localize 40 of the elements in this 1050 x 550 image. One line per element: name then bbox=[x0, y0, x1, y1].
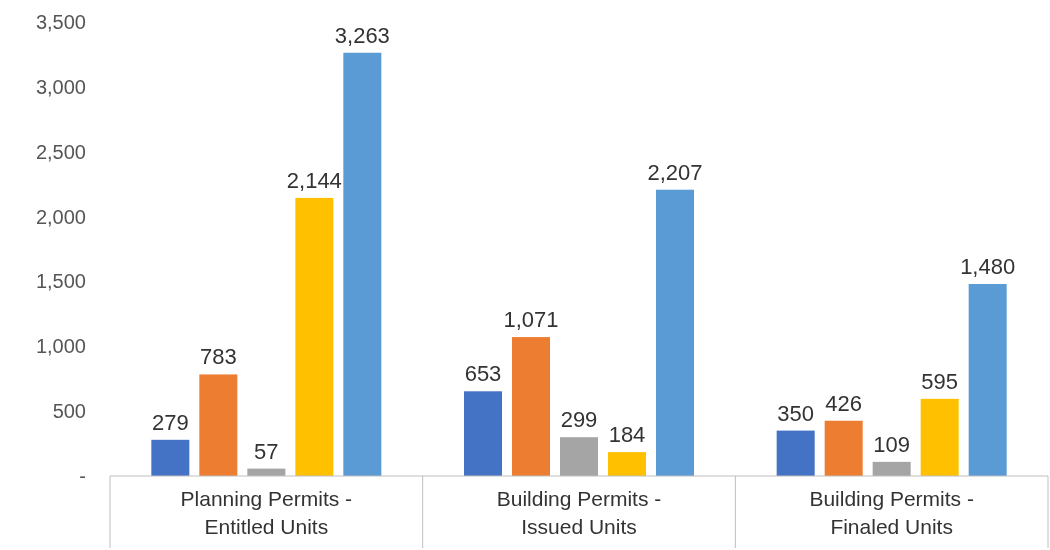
data-label: 1,480 bbox=[960, 254, 1016, 280]
data-label: 653 bbox=[464, 361, 502, 387]
bar bbox=[295, 197, 334, 476]
bar bbox=[824, 420, 863, 476]
bar bbox=[920, 398, 959, 476]
data-label: 2,144 bbox=[286, 167, 342, 193]
data-label: 299 bbox=[560, 407, 598, 433]
data-label: 3,263 bbox=[334, 22, 390, 48]
y-tick-label: 1,000 bbox=[35, 335, 86, 358]
bar bbox=[968, 284, 1007, 476]
y-tick-label: 500 bbox=[52, 400, 86, 423]
bar bbox=[872, 461, 911, 476]
x-tick-label: Building Permits - Issued Units bbox=[496, 487, 662, 538]
data-label: 2,207 bbox=[647, 159, 703, 185]
data-label: 109 bbox=[873, 431, 911, 457]
data-label: 426 bbox=[825, 390, 863, 416]
bar bbox=[608, 452, 646, 476]
data-label: 1,071 bbox=[503, 307, 559, 333]
bar bbox=[512, 337, 550, 476]
bar bbox=[776, 430, 815, 476]
x-tick-label: Planning Permits - Entitled Units bbox=[180, 487, 353, 538]
y-tick-label: 3,500 bbox=[35, 11, 86, 33]
bar bbox=[656, 189, 694, 476]
bar bbox=[343, 52, 382, 476]
bar bbox=[560, 437, 598, 476]
y-tick-label: 2,500 bbox=[35, 140, 86, 163]
data-label: 595 bbox=[921, 368, 959, 394]
bar bbox=[199, 374, 238, 476]
y-tick-label: 2,000 bbox=[35, 205, 86, 228]
bar bbox=[151, 439, 190, 476]
data-label: 350 bbox=[777, 400, 815, 426]
data-label: 184 bbox=[608, 422, 646, 448]
data-label: 783 bbox=[199, 344, 237, 370]
y-tick-label: - bbox=[79, 465, 86, 487]
data-label: 57 bbox=[254, 438, 279, 464]
data-label: 279 bbox=[151, 409, 189, 435]
bar bbox=[464, 391, 502, 476]
y-tick-label: 1,500 bbox=[35, 270, 86, 293]
y-tick-label: 3,000 bbox=[35, 75, 86, 98]
x-tick-label: Building Permits - Finaled Units bbox=[809, 487, 974, 538]
